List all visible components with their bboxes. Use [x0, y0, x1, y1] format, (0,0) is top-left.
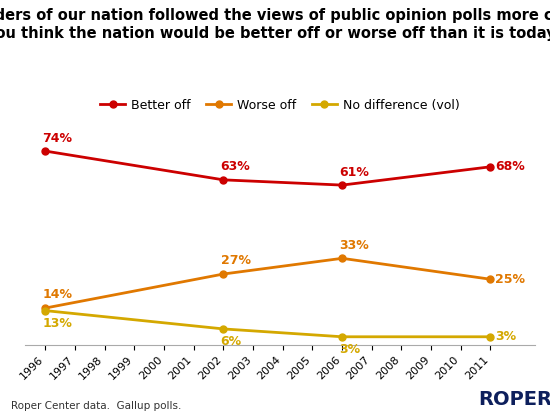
Text: 13%: 13% [42, 317, 73, 330]
Text: If the leaders of our nation followed the views of public opinion polls more clo: If the leaders of our nation followed th… [0, 8, 550, 40]
Text: 74%: 74% [42, 132, 73, 145]
Text: 14%: 14% [42, 288, 73, 301]
Text: 68%: 68% [495, 160, 525, 173]
Legend: Better off, Worse off, No difference (vol): Better off, Worse off, No difference (vo… [95, 93, 465, 116]
Text: 6%: 6% [221, 335, 241, 349]
Text: 3%: 3% [339, 343, 360, 356]
Text: ROPER: ROPER [478, 390, 550, 409]
Text: 27%: 27% [221, 254, 250, 268]
Text: Roper Center data.  Gallup polls.: Roper Center data. Gallup polls. [11, 401, 182, 411]
Text: 25%: 25% [495, 273, 525, 286]
Text: 3%: 3% [495, 330, 516, 343]
Text: 61%: 61% [339, 166, 369, 178]
Text: 33%: 33% [339, 239, 369, 252]
Text: 63%: 63% [221, 160, 250, 173]
